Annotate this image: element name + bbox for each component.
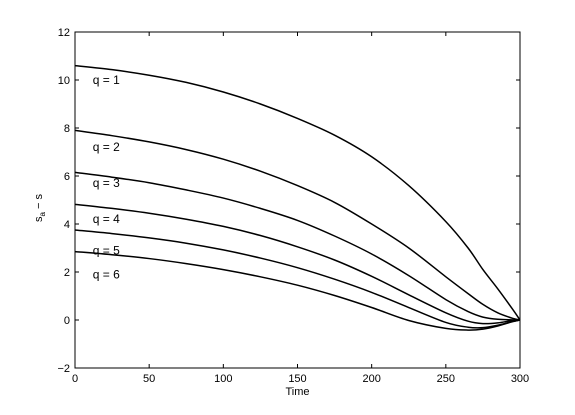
- y-tick-label: −2: [57, 363, 70, 375]
- series-line-q2: [74, 129, 521, 321]
- x-tick-label: 0: [72, 373, 78, 385]
- series-label-q2: q = 2: [93, 140, 120, 154]
- x-tick-label: 250: [437, 373, 455, 385]
- series-line-q5: [74, 229, 521, 329]
- y-axis-title-base: s: [33, 216, 45, 222]
- series-labels: q = 1 q = 2 q = 3 q = 4 q = 5 q = 6: [93, 73, 120, 281]
- series-line-q1: [74, 64, 521, 321]
- y-tick-label: 4: [64, 219, 70, 231]
- y-axis-title-subscript: a: [38, 212, 47, 217]
- plot-frame: [74, 31, 521, 369]
- x-tick-label: 50: [143, 373, 155, 385]
- series-label-q5: q = 5: [93, 243, 120, 257]
- series-label-q1: q = 1: [93, 73, 120, 87]
- x-tick-label: 100: [214, 373, 232, 385]
- y-tick-label: 0: [64, 315, 70, 327]
- y-axis-title-rest: − s: [33, 194, 45, 213]
- y-axis-title: sa − s: [33, 194, 47, 222]
- y-tick-label: 2: [64, 267, 70, 279]
- series-layer: [74, 64, 521, 331]
- y-tick-label: 6: [64, 171, 70, 183]
- series-line-q4: [74, 203, 521, 325]
- series-line-q3: [74, 171, 521, 321]
- y-tick-label: 12: [58, 27, 70, 39]
- series-label-q6: q = 6: [93, 267, 120, 281]
- y-tick-label: 8: [64, 123, 70, 135]
- series-label-q3: q = 3: [93, 176, 120, 190]
- series-label-q4: q = 4: [93, 212, 120, 226]
- x-tick-label: 150: [288, 373, 306, 385]
- x-tick-label: 200: [362, 373, 380, 385]
- y-tick-label: 10: [58, 75, 70, 87]
- x-axis-title: Time: [285, 386, 309, 398]
- series-line-q6: [74, 250, 521, 331]
- x-tick-label: 300: [511, 373, 529, 385]
